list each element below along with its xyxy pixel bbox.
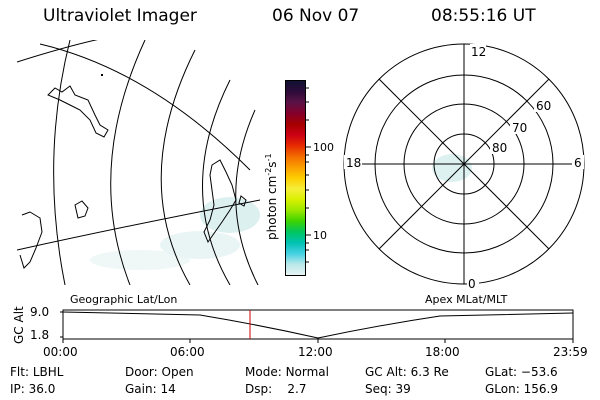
gain-label: Gain: xyxy=(125,382,157,396)
colorbar xyxy=(285,80,306,276)
polar-axis-diagonal xyxy=(378,78,550,250)
door-value: Open xyxy=(161,365,194,379)
map-grid-line xyxy=(202,79,231,285)
map-grid-line xyxy=(39,43,251,171)
door-label: Door: xyxy=(125,365,158,379)
glat-field: GLat: −53.6 xyxy=(485,365,558,379)
ip-label: IP: xyxy=(10,382,25,396)
glon-label: GLon: xyxy=(485,382,520,396)
altitude-curve xyxy=(62,311,574,339)
mode-label: Mode: xyxy=(245,365,282,379)
polar-ring-outer xyxy=(343,43,585,285)
dsp-field: Dsp: 2.7 xyxy=(245,382,307,396)
map-grid-line xyxy=(17,199,261,251)
polar-plot-caption: Apex MLat/MLT xyxy=(425,293,508,306)
instrument-title: Ultraviolet Imager xyxy=(43,6,197,26)
timeline-xtick-0600: 06:00 xyxy=(170,345,205,359)
timeline-xtick-2359: 23:59 xyxy=(553,345,588,359)
coastline xyxy=(47,85,109,138)
filter-label: Flt: xyxy=(10,365,29,379)
dsp-value: 2.7 xyxy=(287,382,307,396)
filter-field: Flt: LBHL xyxy=(10,365,63,379)
gc-alt-value: 6.3 Re xyxy=(410,365,449,379)
polar-ring-60 xyxy=(374,74,554,254)
timeline-xtick-0000: 00:00 xyxy=(43,345,78,359)
mlt-label-18: 18 xyxy=(346,156,361,170)
gain-value: 14 xyxy=(160,382,176,396)
timeline-xtick-1200: 12:00 xyxy=(298,345,333,359)
coastline xyxy=(203,159,237,244)
geo-map-caption: Geographic Lat/Lon xyxy=(70,293,178,306)
map-grid-line xyxy=(110,40,146,285)
date-label: 06 Nov 07 xyxy=(272,6,360,26)
glat-value: −53.6 xyxy=(520,365,558,379)
lat-label-70: 70 xyxy=(512,121,527,135)
mode-value: Normal xyxy=(285,365,329,379)
glon-field: GLon: 156.9 xyxy=(485,382,558,396)
timeline-frame xyxy=(62,309,574,340)
map-grid-line xyxy=(17,40,98,63)
map-grid-line xyxy=(53,40,71,285)
polar-ring-70 xyxy=(403,103,525,225)
timeline-ytick-high: 9.0 xyxy=(30,305,50,319)
aurora-glow xyxy=(90,197,260,270)
seq-label: Seq: xyxy=(365,382,392,396)
gc-alt-field: GC Alt: 6.3 Re xyxy=(365,365,449,379)
map-grid-line xyxy=(160,49,196,285)
polar-ring-80 xyxy=(433,133,495,195)
colorbar-unit-label: photon cm-2s-1 xyxy=(264,153,279,240)
mlt-label-12: 12 xyxy=(471,45,486,59)
seq-field: Seq: 39 xyxy=(365,382,411,396)
timeline-ylabel: GC Alt xyxy=(12,306,26,344)
dsp-label: Dsp: xyxy=(245,382,273,396)
glat-label: GLat: xyxy=(485,365,518,379)
gain-field: Gain: 14 xyxy=(125,382,176,396)
polar-axis-diagonal xyxy=(378,78,550,250)
ip-field: IP: 36.0 xyxy=(10,382,55,396)
coastline xyxy=(19,211,43,269)
aurora-polar-glow xyxy=(432,154,472,182)
filter-value: LBHL xyxy=(32,365,64,379)
map-grid-line xyxy=(235,109,259,285)
timeline-xtick-1800: 18:00 xyxy=(425,345,460,359)
coastline xyxy=(74,200,89,219)
lat-label-60: 60 xyxy=(536,99,551,113)
colorbar-tick-100: 100 xyxy=(313,141,334,154)
mlt-label-6: 6 xyxy=(574,156,582,170)
seq-value: 39 xyxy=(395,382,411,396)
door-field: Door: Open xyxy=(125,365,194,379)
ip-value: 36.0 xyxy=(28,382,56,396)
lat-label-80: 80 xyxy=(492,141,507,155)
colorbar-tick-10: 10 xyxy=(313,229,327,242)
time-label: 08:55:16 UT xyxy=(431,6,536,26)
mlt-label-0: 0 xyxy=(468,277,476,291)
glon-value: 156.9 xyxy=(523,382,558,396)
timeline-ytick-low: 1.8 xyxy=(30,328,50,342)
gc-alt-label: GC Alt: xyxy=(365,365,407,379)
coastline xyxy=(238,195,247,207)
mode-field: Mode: Normal xyxy=(245,365,329,379)
